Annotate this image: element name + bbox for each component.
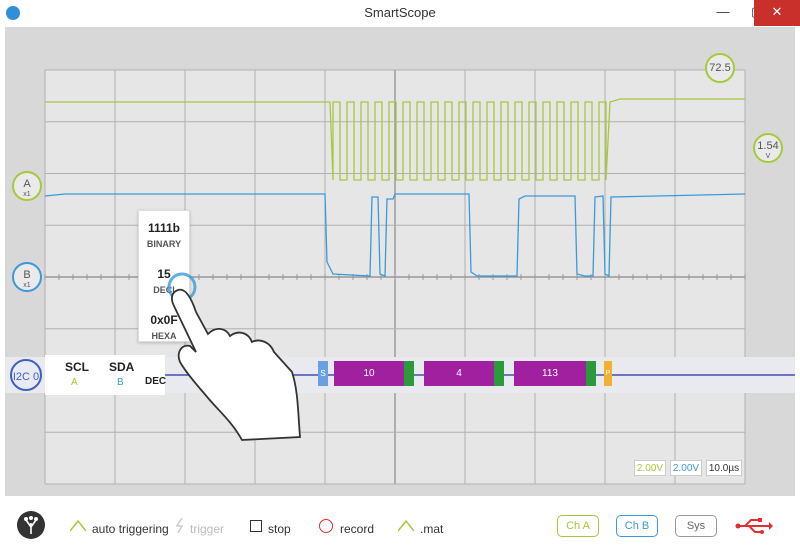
- channel-b-offset-marker[interactable]: B x1: [12, 262, 42, 292]
- usb-connected-icon: [735, 518, 773, 534]
- binary-value[interactable]: 1111b: [147, 221, 181, 235]
- i2c-decoder-panel[interactable]: SCL A SDA B DEC: [45, 355, 167, 395]
- sda-label: SDA: [109, 360, 135, 374]
- record-button[interactable]: record: [340, 522, 375, 536]
- decimal-label: DECI: [153, 285, 175, 295]
- touch-hand-icon: [167, 272, 301, 441]
- ack-1: [404, 361, 414, 386]
- channel-a-trace: [45, 98, 745, 181]
- stop-button[interactable]: stop: [268, 522, 291, 536]
- trigger-icon: [175, 518, 184, 533]
- app-icon: [6, 6, 20, 20]
- trigger-level-marker[interactable]: 72.5: [705, 53, 735, 83]
- minimize-button[interactable]: —: [716, 4, 730, 19]
- stop-condition[interactable]: P: [604, 361, 612, 386]
- scl-label: SCL: [65, 360, 89, 374]
- export-icon: [398, 520, 414, 532]
- record-icon: [319, 519, 333, 533]
- decoded-byte-2[interactable]: 4: [424, 361, 494, 386]
- stop-icon: [250, 520, 262, 532]
- channel-a-scale[interactable]: 2.00V: [634, 460, 666, 476]
- system-button[interactable]: Sys: [675, 515, 717, 537]
- logo-icon[interactable]: [16, 510, 46, 540]
- title-bar: SmartScope — ▢ ✕: [0, 0, 800, 26]
- value-format-popup[interactable]: 1111b BINARY 15 DECI 0x0F HEXA: [138, 210, 190, 342]
- ack-3: [586, 361, 596, 386]
- binary-label: BINARY: [146, 239, 182, 249]
- channel-b-trace: [44, 193, 746, 278]
- voltage-marker[interactable]: 1.54 V: [753, 133, 783, 163]
- ack-2: [494, 361, 504, 386]
- sda-channel: B: [117, 377, 124, 388]
- timebase-scale[interactable]: 10.0µs: [706, 460, 742, 476]
- window-title: SmartScope: [364, 5, 436, 20]
- channel-a-button[interactable]: Ch A: [557, 515, 599, 537]
- channel-b-button[interactable]: Ch B: [616, 515, 658, 537]
- decimal-value[interactable]: 15: [157, 267, 171, 281]
- auto-trigger-icon: [70, 520, 86, 532]
- start-condition[interactable]: S: [318, 361, 328, 386]
- i2c-decoder-marker[interactable]: I2C 0: [10, 359, 42, 391]
- auto-triggering-button[interactable]: auto triggering: [92, 522, 169, 536]
- decoded-byte-3[interactable]: 113: [514, 361, 586, 386]
- hex-label: HEXA: [151, 331, 177, 341]
- hex-value[interactable]: 0x0F: [150, 313, 178, 327]
- scl-channel: A: [71, 377, 78, 388]
- export-mat-button[interactable]: .mat: [420, 522, 444, 536]
- format-label: DEC: [145, 376, 167, 387]
- trigger-button[interactable]: trigger: [190, 522, 225, 536]
- channel-a-offset-marker[interactable]: A x1: [12, 171, 42, 201]
- bottom-toolbar: [0, 497, 800, 556]
- close-button[interactable]: ✕: [754, 0, 800, 26]
- decoded-byte-1[interactable]: 10: [334, 361, 404, 386]
- channel-b-scale[interactable]: 2.00V: [670, 460, 702, 476]
